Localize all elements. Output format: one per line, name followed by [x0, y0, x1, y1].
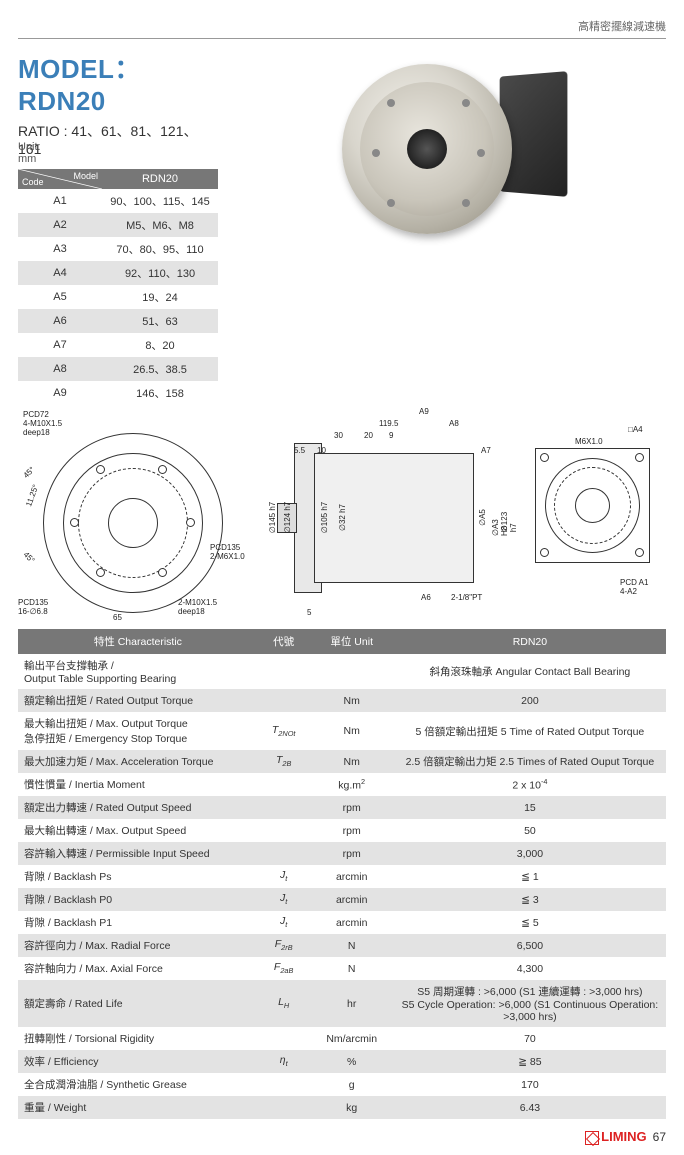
dim-row: A190、100、115、145 — [18, 189, 218, 213]
spec-row: 容許軸向力 / Max. Axial ForceF2aBN4,300 — [18, 957, 666, 980]
spec-row: 扭轉剛性 / Torsional RigidityNm/arcmin70 — [18, 1027, 666, 1050]
dim-row: A370、80、95、110 — [18, 237, 218, 261]
brand-logo: LIMING — [585, 1129, 647, 1145]
model-title: MODEL：RDN20 — [18, 49, 218, 117]
drawing-side: A9 119.5 30 20 9 5.5 10 A8 A7 ∅145 h7 ∅1… — [259, 413, 514, 623]
page-footer: LIMING 67 — [18, 1129, 666, 1145]
spec-row: 額定壽命 / Rated LifeLHhrS5 周期運轉 : >6,000 (S… — [18, 980, 666, 1027]
product-photo — [228, 49, 666, 405]
spec-row: 最大輸出扭矩 / Max. Output Torque急停扭矩 / Emerge… — [18, 712, 666, 750]
dim-row: A519、24 — [18, 285, 218, 309]
technical-drawings: PCD72 4-M10X1.5 deep18 45° 11.25° 45° PC… — [18, 413, 666, 623]
dim-row: A78、20 — [18, 333, 218, 357]
spec-row: 額定輸出扭矩 / Rated Output TorqueNm200 — [18, 689, 666, 712]
spec-table: 特性 Characteristic 代號 單位 Unit RDN20 輸出平台支… — [18, 629, 666, 1119]
spec-row: 慣性慣量 / Inertia Momentkg.m22 x 10-4 — [18, 773, 666, 796]
spec-row: 背隙 / Backlash P1Jtarcmin≦ 5 — [18, 911, 666, 934]
spec-row: 效率 / Efficiencyηt%≧ 85 — [18, 1050, 666, 1073]
page-number: 67 — [653, 1130, 666, 1144]
spec-row: 容許徑向力 / Max. Radial ForceF2rBN6,500 — [18, 934, 666, 957]
ratio-line: RATIO : 41、61、81、121、161 — [18, 121, 218, 157]
spec-row: 容許輸入轉速 / Permissible Input Speedrpm3,000 — [18, 842, 666, 865]
spec-row: 額定出力轉速 / Rated Output Speedrpm15 — [18, 796, 666, 819]
spec-row: 輸出平台支撐軸承 /Output Table Supporting Bearin… — [18, 654, 666, 689]
spec-row: 全合成潤滑油脂 / Synthetic Greaseg170 — [18, 1073, 666, 1096]
spec-row: 重量 / Weightkg6.43 — [18, 1096, 666, 1119]
dim-row: A826.5、38.5 — [18, 357, 218, 381]
spec-row: 最大加速力矩 / Max. Acceleration TorqueT2BNm2.… — [18, 750, 666, 773]
dim-row: A651、63 — [18, 309, 218, 333]
spec-row: 最大輸出轉速 / Max. Output Speedrpm50 — [18, 819, 666, 842]
spec-row: 背隙 / Backlash P0Jtarcmin≦ 3 — [18, 888, 666, 911]
spec-row: 背隙 / Backlash PsJtarcmin≦ 1 — [18, 865, 666, 888]
page-category: 高精密擺線減速機 — [18, 18, 666, 39]
drawing-rear: □A4 M6X1.0 PCD A1 4-A2 — [520, 413, 665, 623]
drawing-front: PCD72 4-M10X1.5 deep18 45° 11.25° 45° PC… — [18, 413, 253, 623]
dim-row: A2M5、M6、M8 — [18, 213, 218, 237]
dim-row: A492、110、130 — [18, 261, 218, 285]
dimension-table: Code Model RDN20 A190、100、115、145A2M5、M6… — [18, 169, 218, 405]
dim-row: A9146、158 — [18, 381, 218, 405]
